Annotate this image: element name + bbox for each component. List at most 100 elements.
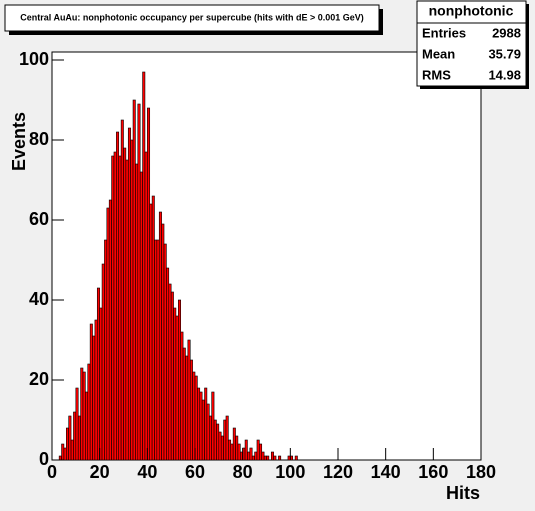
bar xyxy=(230,443,234,461)
plot xyxy=(58,71,298,461)
bar xyxy=(204,387,208,461)
bar xyxy=(63,447,67,461)
bar xyxy=(85,391,89,461)
y-tick-label: 80 xyxy=(29,129,49,149)
chart-title: Central AuAu: nonphotonic occupancy per … xyxy=(20,12,363,22)
bar xyxy=(113,151,117,461)
bar xyxy=(206,403,210,461)
bar xyxy=(139,171,143,461)
bar xyxy=(106,207,110,461)
bar xyxy=(61,443,65,461)
bar xyxy=(108,199,112,461)
bar xyxy=(66,427,69,461)
bar xyxy=(73,411,77,461)
bar xyxy=(144,151,148,461)
bar xyxy=(92,335,96,461)
bar xyxy=(216,423,220,461)
bar xyxy=(251,455,255,461)
bar xyxy=(294,455,298,461)
y-tick-label: 60 xyxy=(29,209,49,229)
bar xyxy=(232,427,236,461)
bar xyxy=(211,391,215,461)
y-tick-label: 100 xyxy=(19,49,49,69)
bar xyxy=(68,415,72,461)
bar xyxy=(142,71,146,461)
bar xyxy=(135,163,139,461)
bar xyxy=(77,415,81,461)
bar xyxy=(70,439,74,461)
bar xyxy=(273,455,277,461)
bar xyxy=(259,443,263,461)
bar xyxy=(189,359,193,461)
x-axis-label: Hits xyxy=(446,483,480,503)
stats-label: RMS xyxy=(422,67,451,82)
y-axis-label: Events xyxy=(9,112,29,171)
x-tick-label: 0 xyxy=(47,462,57,482)
x-tick-label: 40 xyxy=(137,462,157,482)
bar xyxy=(225,415,229,461)
y-tick-label: 0 xyxy=(39,449,49,469)
bar xyxy=(247,451,251,461)
bar xyxy=(199,391,203,461)
bar xyxy=(125,159,129,461)
bar xyxy=(192,371,196,461)
bar xyxy=(104,239,108,461)
bar xyxy=(194,375,198,461)
bar xyxy=(266,455,270,461)
bar xyxy=(201,399,205,461)
x-tick-label: 60 xyxy=(185,462,205,482)
bar xyxy=(263,455,267,461)
bar xyxy=(173,307,177,461)
x-tick-label: 80 xyxy=(233,462,253,482)
stats-label: Entries xyxy=(422,25,466,40)
bar xyxy=(175,315,179,461)
x-tick-label: 160 xyxy=(418,462,448,482)
stats-title: nonphotonic xyxy=(429,3,514,19)
bar xyxy=(244,439,248,461)
bar xyxy=(94,319,98,461)
bar xyxy=(228,439,232,461)
y-tick-label: 20 xyxy=(29,369,49,389)
bar xyxy=(185,355,189,461)
x-tick-label: 140 xyxy=(371,462,401,482)
bar xyxy=(82,371,86,461)
bar xyxy=(270,451,274,461)
bar xyxy=(178,299,181,461)
bar xyxy=(220,435,224,461)
bar xyxy=(213,419,217,461)
bar xyxy=(123,147,127,461)
bar xyxy=(237,443,241,461)
bar xyxy=(254,451,258,461)
bar xyxy=(218,431,222,461)
bar xyxy=(99,307,103,461)
bar xyxy=(168,283,172,461)
bar xyxy=(235,435,239,461)
bar xyxy=(170,291,174,461)
stats-value: 14.98 xyxy=(488,67,521,82)
bar xyxy=(197,387,201,461)
bar xyxy=(118,155,122,461)
bar xyxy=(127,127,131,461)
bar xyxy=(180,331,184,461)
stats-value: 35.79 xyxy=(488,46,521,61)
bar xyxy=(87,363,91,461)
x-tick-label: 120 xyxy=(323,462,353,482)
bar xyxy=(158,211,162,461)
title-box xyxy=(4,4,380,32)
bar xyxy=(278,455,282,461)
bar xyxy=(166,267,170,461)
bar xyxy=(96,287,100,461)
bar xyxy=(163,243,167,461)
stats-box xyxy=(416,0,527,87)
stats-rows: Entries 2988 Mean 35.79 RMS 14.98 xyxy=(422,25,521,82)
bar xyxy=(187,339,191,461)
bar xyxy=(256,439,260,461)
stats-label: Mean xyxy=(422,46,455,61)
bar xyxy=(182,347,186,461)
bar xyxy=(137,103,141,461)
bar xyxy=(249,447,253,461)
bar xyxy=(75,387,79,461)
x-tick-label: 20 xyxy=(90,462,110,482)
bar xyxy=(120,119,124,461)
